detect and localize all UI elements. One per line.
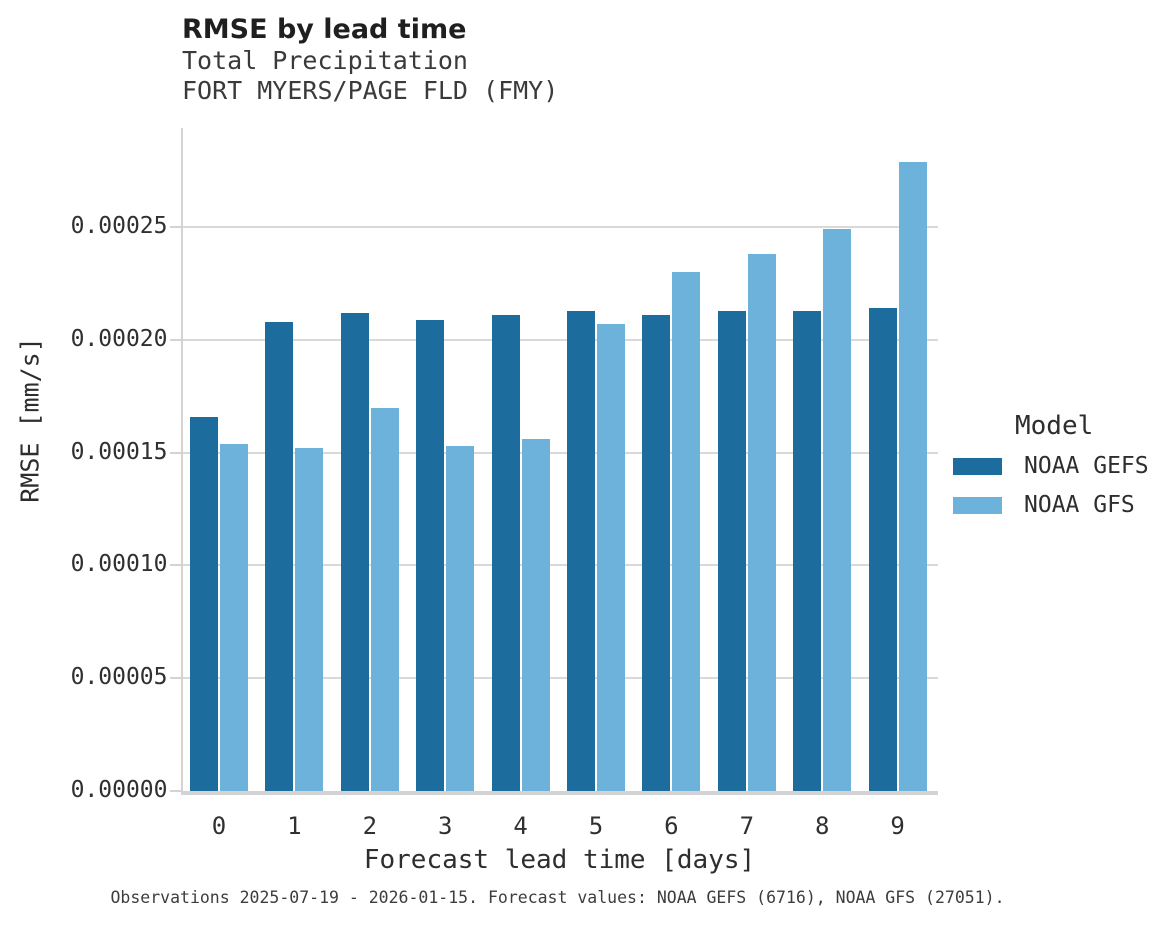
x-axis-line xyxy=(180,790,938,795)
legend-title: Model xyxy=(1015,411,1094,441)
chart-title: RMSE by lead time xyxy=(182,14,467,45)
bar-noaa-gefs-day-1 xyxy=(265,321,294,791)
bar-noaa-gefs-day-8 xyxy=(793,310,822,791)
y-tick-label: 0.00025 xyxy=(70,213,168,240)
bar-noaa-gefs-day-4 xyxy=(491,315,520,791)
legend-item-noaa-gefs: NOAA GEFS xyxy=(953,453,1168,479)
bar-noaa-gfs-day-8 xyxy=(823,229,852,791)
legend: Model NOAA GEFS NOAA GFS xyxy=(953,411,1168,531)
x-tick-label: 5 xyxy=(588,812,604,840)
x-tick-label: 2 xyxy=(362,812,378,840)
x-tick-label: 3 xyxy=(437,812,453,840)
gridline xyxy=(180,564,938,567)
legend-swatch-noaa-gefs xyxy=(953,457,1002,475)
gridline xyxy=(180,338,938,341)
legend-item-noaa-gfs: NOAA GFS xyxy=(953,492,1168,518)
y-axis-spine xyxy=(180,128,183,794)
y-tick-mark xyxy=(169,677,181,680)
y-tick-label: 0.00015 xyxy=(70,438,168,465)
title-block: RMSE by lead time Total Precipitation FO… xyxy=(182,14,558,106)
bar-noaa-gfs-day-5 xyxy=(597,324,625,791)
gridline xyxy=(180,677,938,680)
bar-noaa-gefs-day-3 xyxy=(416,319,445,791)
bar-noaa-gefs-day-6 xyxy=(642,315,671,791)
bar-noaa-gefs-day-9 xyxy=(868,308,897,791)
bar-noaa-gefs-day-2 xyxy=(340,312,369,791)
y-tick-mark xyxy=(169,338,181,341)
y-tick-mark xyxy=(169,451,181,454)
bar-noaa-gfs-day-2 xyxy=(370,407,399,791)
x-tick-label: 8 xyxy=(814,812,830,840)
y-tick-label: 0.00010 xyxy=(70,551,168,578)
chart-subtitle-variable: Total Precipitation xyxy=(182,46,468,75)
x-tick-label: 6 xyxy=(664,812,679,840)
y-tick-label: 0.00020 xyxy=(70,325,168,352)
y-tick-label: 0.00005 xyxy=(70,664,168,691)
bar-noaa-gfs-day-0 xyxy=(220,443,248,791)
x-tick-label: 7 xyxy=(739,812,755,840)
bar-noaa-gfs-day-3 xyxy=(446,445,475,791)
x-tick-label: 4 xyxy=(513,812,528,840)
bar-noaa-gefs-day-0 xyxy=(190,416,218,791)
x-tick-label: 0 xyxy=(211,812,227,840)
legend-swatch-noaa-gfs xyxy=(953,496,1002,514)
gridline xyxy=(180,451,938,454)
y-tick-mark xyxy=(169,226,181,229)
y-tick-mark xyxy=(169,790,181,792)
bar-noaa-gfs-day-7 xyxy=(747,254,776,791)
x-axis-title: Forecast lead time [days] xyxy=(363,845,756,875)
y-tick-label: 0.00000 xyxy=(70,777,168,803)
legend-label-noaa-gfs: NOAA GFS xyxy=(1024,492,1135,518)
chart-subtitle-station: FORT MYERS/PAGE FLD (FMY) xyxy=(182,76,559,105)
bar-noaa-gfs-day-4 xyxy=(521,439,550,791)
bar-noaa-gefs-day-5 xyxy=(567,310,595,791)
legend-label-noaa-gefs: NOAA GEFS xyxy=(1024,453,1149,479)
figure-caption: Observations 2025-07-19 - 2026-01-15. Fo… xyxy=(110,888,1005,907)
bar-noaa-gefs-day-7 xyxy=(717,310,746,791)
bar-noaa-gfs-day-9 xyxy=(898,161,927,791)
bar-noaa-gfs-day-6 xyxy=(672,272,701,791)
x-tick-label: 1 xyxy=(287,812,302,840)
x-tick-label: 9 xyxy=(890,812,905,840)
gridline xyxy=(180,226,938,229)
y-tick-mark xyxy=(169,564,181,567)
bar-noaa-gfs-day-1 xyxy=(295,448,324,791)
